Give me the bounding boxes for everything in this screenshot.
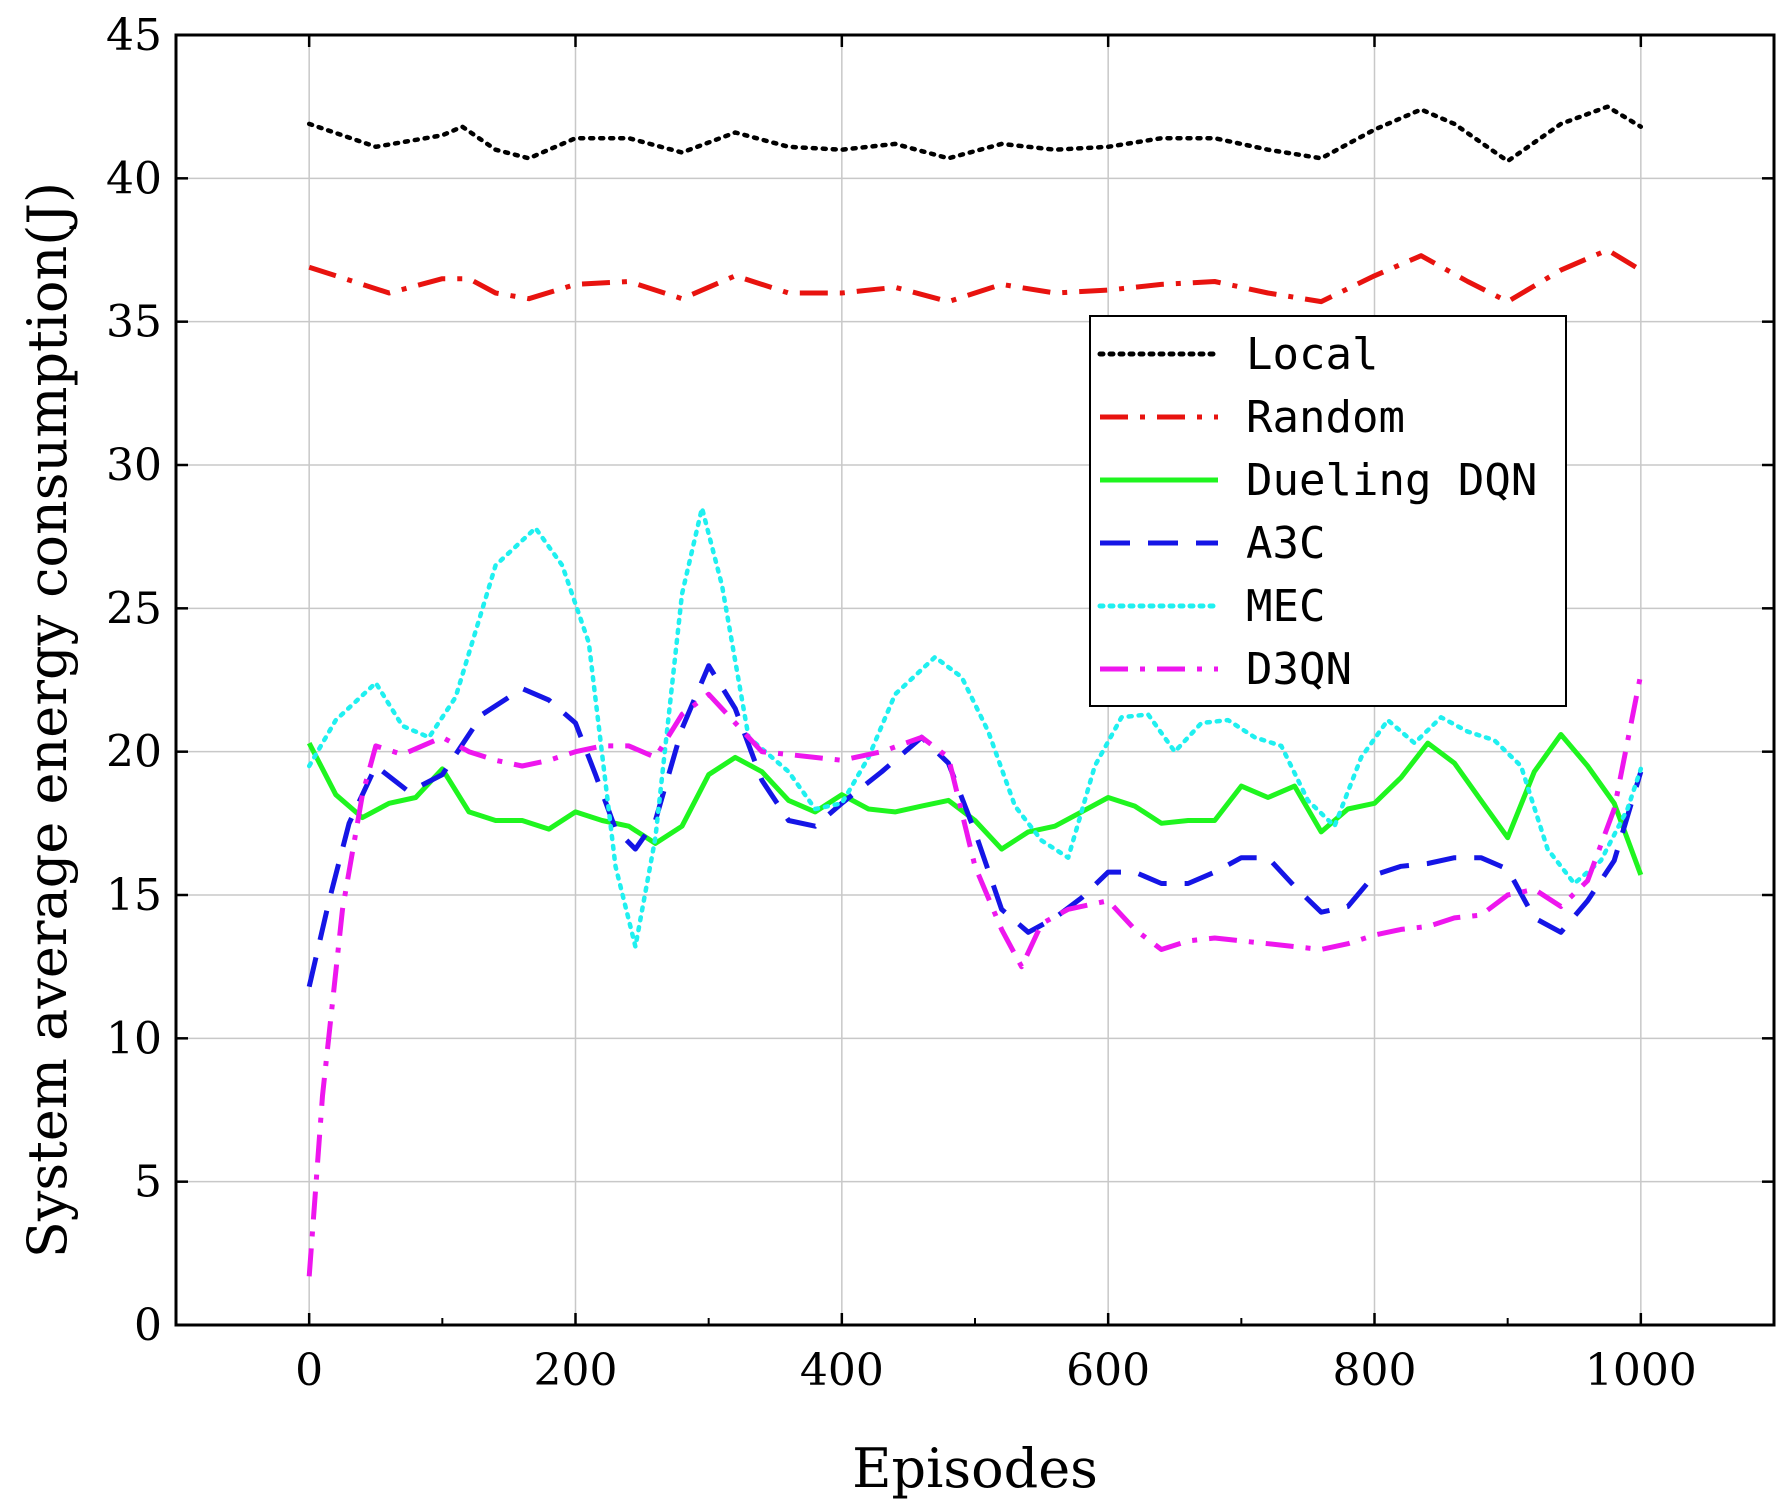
plot-series [306,104,1644,1277]
legend-label: Dueling DQN [1246,455,1537,506]
legend-label: Local [1246,329,1378,380]
y-tick-label: 20 [106,727,162,778]
y-tick-label: 0 [134,1300,162,1351]
series-line-d3qn [306,673,1644,1277]
series-line-random [308,247,1643,305]
y-tick-label: 35 [106,297,162,348]
series-line-mec [306,505,1644,949]
x-tick-label: 200 [534,1345,618,1396]
series-line-local [306,104,1644,164]
y-tick-label: 40 [106,153,162,204]
legend-label: D3QN [1246,644,1352,695]
axis-ticks: 0 5 10 15 20 25 30 35 40 45 0 200 400 600 800 1000 [106,10,1774,1396]
x-tick-label: 0 [295,1345,323,1396]
y-tick-label: 30 [106,440,162,491]
legend: Local Random Dueling DQN A3C MEC D3QN [1089,315,1567,707]
legend-label: MEC [1246,581,1325,632]
x-tick-label: 600 [1066,1345,1150,1396]
y-axis-title: System average energy consumption(J) [16,182,79,1258]
y-tick-label: 10 [106,1013,162,1064]
series-line-dueling-dqn [306,732,1644,876]
x-tick-label: 400 [800,1345,884,1396]
x-tick-label: 800 [1333,1345,1417,1396]
legend-label: A3C [1246,518,1325,569]
y-tick-label: 15 [106,870,162,921]
legend-box [1089,315,1567,707]
y-tick-label: 25 [106,583,162,634]
legend-label: Random [1246,392,1405,443]
y-tick-label: 45 [106,10,162,61]
x-tick-label: 1000 [1585,1345,1697,1396]
x-axis-title: Episodes [852,1437,1098,1500]
y-tick-label: 5 [134,1157,162,1208]
